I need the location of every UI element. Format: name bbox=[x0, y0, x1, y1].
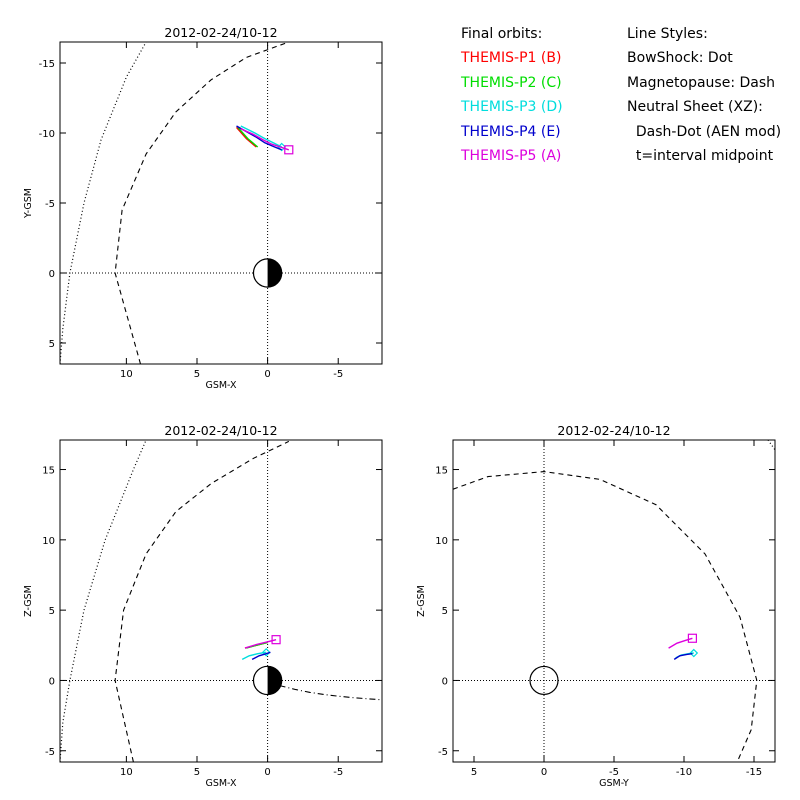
x-axis-label: GSM-X bbox=[205, 380, 237, 391]
x-axis-label: GSM-X bbox=[205, 778, 237, 789]
earth-nightside bbox=[267, 666, 282, 695]
y-tick-label: -5 bbox=[438, 747, 448, 758]
themis-p3-diamond-marker bbox=[689, 648, 699, 658]
chart-title: 2012-02-24/10-12 bbox=[164, 423, 277, 438]
neutral-sheet-curve bbox=[267, 679, 382, 701]
x-tick-label: 0 bbox=[264, 369, 270, 380]
plot-frame bbox=[59, 41, 383, 365]
themis-p5-orbit-line bbox=[244, 639, 277, 649]
x-tick-label: 5 bbox=[194, 369, 200, 380]
orbit-legend: Final orbits: THEMIS-P1 (B) THEMIS-P2 (C… bbox=[461, 22, 563, 168]
themis-p2-orbit-line bbox=[237, 126, 259, 148]
magnetopause-curve bbox=[114, 42, 289, 364]
themis-p4-orbit-line bbox=[251, 651, 271, 661]
y-tick-label: -10 bbox=[39, 129, 55, 140]
legend-entry-p3: THEMIS-P3 (D) bbox=[461, 99, 563, 116]
line-style-neutral-sheet-model: Dash-Dot (AEN mod) bbox=[627, 123, 782, 140]
bow-shock-curve bbox=[60, 42, 147, 364]
x-tick-label: 10 bbox=[120, 369, 133, 380]
yz-plot-panel: 2012-02-24/10-12 GSM-Y Z-GSM 5 0 -5 -10 -15 -5 0 5… bbox=[416, 423, 776, 789]
line-style-bowshock: BowShock: Dot bbox=[627, 50, 733, 67]
x-tick-label: -15 bbox=[746, 767, 762, 778]
bow-shock-curve bbox=[60, 440, 147, 762]
line-styles-heading: Line Styles: bbox=[627, 26, 708, 42]
themis-p5-square-marker bbox=[271, 635, 281, 645]
y-axis-label: Y-GSM bbox=[23, 188, 34, 219]
earth-circle bbox=[529, 665, 559, 696]
x-axis-label: GSM-Y bbox=[599, 778, 629, 789]
x-tick-label: 5 bbox=[194, 767, 200, 778]
earth-nightside bbox=[267, 258, 282, 288]
y-tick-label: -5 bbox=[45, 199, 55, 210]
themis-p3-orbit-line bbox=[241, 651, 267, 661]
y-tick-label: 5 bbox=[442, 606, 448, 617]
plot-area bbox=[60, 440, 382, 762]
x-tick-label: -10 bbox=[676, 767, 692, 778]
y-tick-label: 10 bbox=[435, 536, 448, 547]
x-tick-label: -5 bbox=[609, 767, 619, 778]
themis-p1-orbit-line bbox=[235, 126, 257, 148]
legend-entry-p4: THEMIS-P4 (E) bbox=[461, 123, 561, 140]
themis-p3-diamond-marker bbox=[277, 142, 287, 152]
y-tick-label: 0 bbox=[442, 676, 448, 687]
y-tick-label: -5 bbox=[45, 747, 55, 758]
magnetopause-curve bbox=[114, 440, 290, 762]
xz-plot-panel: 2012-02-24/10-12 GSM-X Z-GSM 10 5 0 -5 -5 0 5 10 15 bbox=[23, 423, 383, 789]
themis-p5-orbit-line bbox=[240, 128, 290, 151]
x-tick-label: -5 bbox=[333, 369, 343, 380]
y-tick-label: 5 bbox=[49, 339, 55, 350]
plot-area bbox=[60, 42, 294, 364]
y-axis-label: Z-GSM bbox=[23, 585, 34, 617]
y-tick-label: 0 bbox=[49, 676, 55, 687]
line-style-magnetopause: Magnetopause: Dash bbox=[627, 74, 776, 91]
y-tick-label: 15 bbox=[435, 466, 448, 477]
line-style-neutral-sheet: Neutral Sheet (XZ): bbox=[627, 99, 763, 116]
themis-p5-square-marker bbox=[284, 145, 294, 155]
line-style-interval-note: t=interval midpoint bbox=[627, 148, 774, 165]
x-tick-label: 0 bbox=[541, 767, 547, 778]
chart-title: 2012-02-24/10-12 bbox=[557, 423, 670, 438]
legend-entry-p1: THEMIS-P1 (B) bbox=[461, 50, 562, 67]
x-tick-label: 5 bbox=[471, 767, 477, 778]
y-tick-label: 15 bbox=[42, 466, 55, 477]
y-tick-label: 5 bbox=[49, 606, 55, 617]
x-tick-label: -5 bbox=[333, 767, 343, 778]
y-tick-label: 10 bbox=[42, 536, 55, 547]
line-styles-legend: Line Styles: BowShock: Dot Magnetopause:… bbox=[627, 22, 781, 168]
y-axis-label: Z-GSM bbox=[416, 585, 427, 617]
y-tick-label: -15 bbox=[39, 59, 55, 70]
themis-p5-square-marker bbox=[687, 633, 698, 643]
xy-plot-panel: 2012-02-24/10-12 GSM-X Y-GSM 10 5 0 -5 5 0 -5 -10 -… bbox=[23, 25, 383, 391]
x-tick-label: 0 bbox=[264, 767, 270, 778]
themis-p4-orbit-line bbox=[673, 653, 693, 660]
themis-p3-orbit-line bbox=[240, 125, 283, 148]
x-tick-label: 10 bbox=[120, 767, 133, 778]
chart-title: 2012-02-24/10-12 bbox=[164, 25, 277, 40]
magnetopause-curve bbox=[453, 471, 758, 762]
legend-entry-p2: THEMIS-P2 (C) bbox=[461, 74, 562, 91]
legend-entry-p5: THEMIS-P5 (A) bbox=[461, 148, 562, 165]
legend-heading: Final orbits: bbox=[461, 26, 543, 42]
plot-area bbox=[453, 440, 775, 762]
plot-frame bbox=[452, 439, 776, 763]
y-tick-label: 0 bbox=[49, 269, 55, 280]
bow-shock-curve bbox=[767, 440, 775, 451]
plot-frame bbox=[59, 439, 383, 763]
themis-p3-diamond-marker bbox=[261, 647, 271, 657]
